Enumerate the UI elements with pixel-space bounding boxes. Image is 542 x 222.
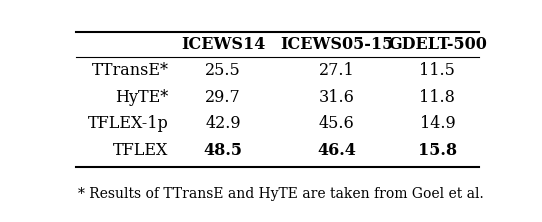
Text: TTransE*: TTransE* — [92, 62, 169, 79]
Text: 25.5: 25.5 — [205, 62, 241, 79]
Text: 15.8: 15.8 — [418, 142, 457, 159]
Text: GDELT-500: GDELT-500 — [388, 36, 487, 53]
Text: 48.5: 48.5 — [204, 142, 243, 159]
Text: 11.5: 11.5 — [420, 62, 455, 79]
Text: 46.4: 46.4 — [317, 142, 356, 159]
Text: HyTE*: HyTE* — [115, 89, 169, 106]
Text: 14.9: 14.9 — [420, 115, 455, 132]
Text: ICEWS05-15: ICEWS05-15 — [280, 36, 393, 53]
Text: TFLEX: TFLEX — [113, 142, 169, 159]
Text: 29.7: 29.7 — [205, 89, 241, 106]
Text: 11.8: 11.8 — [420, 89, 455, 106]
Text: ICEWS14: ICEWS14 — [181, 36, 266, 53]
Text: 31.6: 31.6 — [319, 89, 354, 106]
Text: * Results of TTransE and HyTE are taken from Goel et al.: * Results of TTransE and HyTE are taken … — [78, 187, 484, 201]
Text: 45.6: 45.6 — [319, 115, 354, 132]
Text: TFLEX-1p: TFLEX-1p — [88, 115, 169, 132]
Text: 27.1: 27.1 — [319, 62, 354, 79]
Text: 42.9: 42.9 — [205, 115, 241, 132]
